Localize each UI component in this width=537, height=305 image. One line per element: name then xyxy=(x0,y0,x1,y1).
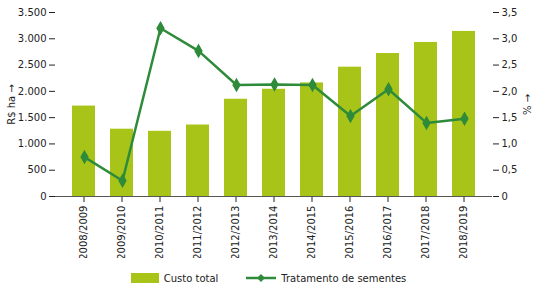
svg-text:0: 0 xyxy=(502,191,508,202)
svg-text:2008/2009: 2008/2009 xyxy=(78,206,89,259)
svg-text:3,0: 3,0 xyxy=(502,33,518,44)
svg-text:2015/2016: 2015/2016 xyxy=(344,206,355,259)
svg-text:2009/2010: 2009/2010 xyxy=(116,206,127,259)
svg-text:2012/2013: 2012/2013 xyxy=(230,206,241,259)
svg-text:1,0: 1,0 xyxy=(502,138,518,149)
svg-text:2014/2015: 2014/2015 xyxy=(306,206,317,259)
svg-text:% →: % → xyxy=(522,94,533,115)
svg-text:2018/2019: 2018/2019 xyxy=(458,206,469,259)
svg-text:3,5: 3,5 xyxy=(502,7,518,18)
svg-text:2017/2018: 2017/2018 xyxy=(420,206,431,259)
svg-text:0: 0 xyxy=(40,191,46,202)
svg-text:3.000: 3.000 xyxy=(18,33,47,44)
html-text:Tratamento de sementes: Tratamento de sementes xyxy=(281,272,407,284)
svg-text:2011/2012: 2011/2012 xyxy=(192,206,203,259)
svg-text:2.000: 2.000 xyxy=(18,86,47,97)
svg-text:1,5: 1,5 xyxy=(502,112,518,123)
svg-text:R$ ha →: R$ ha → xyxy=(6,84,17,125)
svg-text:2,0: 2,0 xyxy=(502,86,518,97)
svg-text:2010/2011: 2010/2011 xyxy=(154,206,165,259)
svg-text:1.000: 1.000 xyxy=(18,138,47,149)
svg-text:2013/2014: 2013/2014 xyxy=(268,206,279,259)
svg-text:2,5: 2,5 xyxy=(502,59,518,70)
html-text:Custo total: Custo total xyxy=(163,272,219,284)
svg-text:2.500: 2.500 xyxy=(18,59,47,70)
svg-text:3.500: 3.500 xyxy=(18,7,47,18)
svg-text:2016/2017: 2016/2017 xyxy=(382,206,393,259)
svg-text:1.500: 1.500 xyxy=(18,112,47,123)
svg-text:500: 500 xyxy=(27,164,46,175)
svg-text:0,5: 0,5 xyxy=(502,164,518,175)
